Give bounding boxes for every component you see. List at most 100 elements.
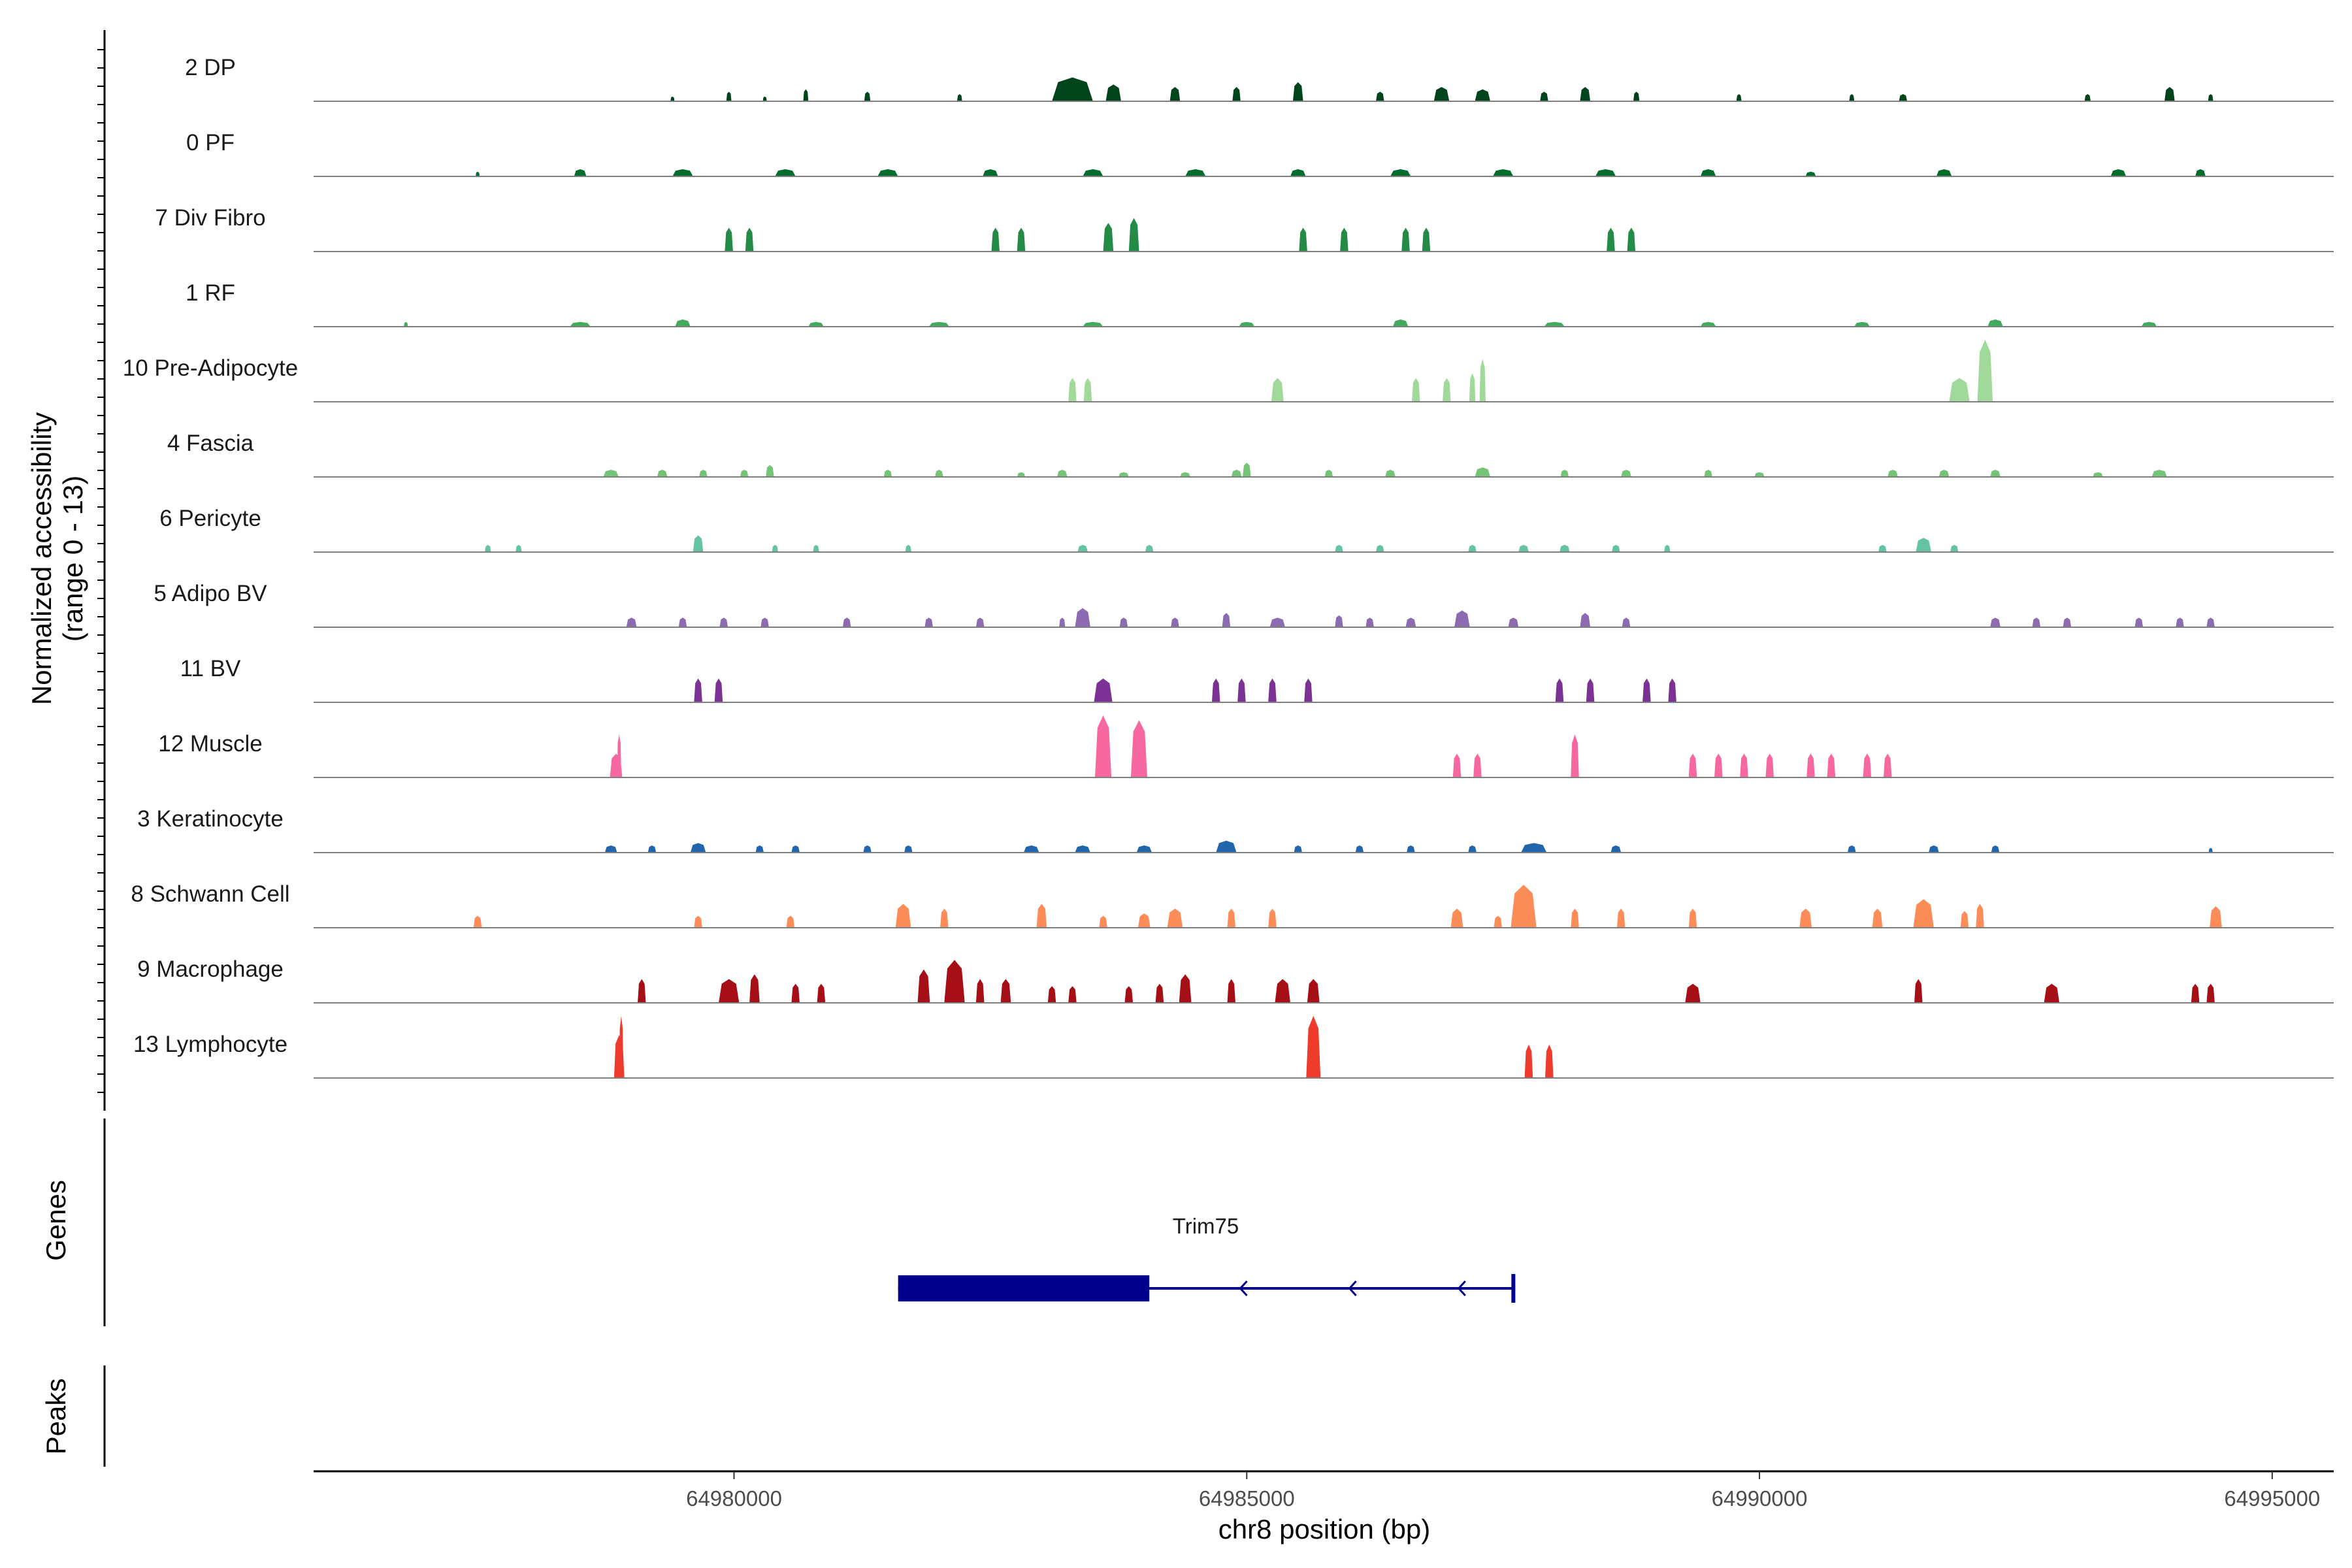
coverage-peak	[1806, 753, 1815, 777]
coverage-peak	[762, 96, 767, 101]
track-label: 3 Keratinocyte	[137, 806, 284, 832]
y-axis-title-line2: (range 0 - 13)	[57, 476, 88, 642]
coverage-peak	[1180, 472, 1190, 477]
coverage-peak	[1036, 904, 1047, 928]
coverage-peak	[675, 319, 691, 327]
coverage-peak	[791, 983, 800, 1003]
coverage-peak	[1571, 734, 1579, 777]
coverage-peak	[1422, 227, 1431, 252]
coverage-peak	[1407, 845, 1415, 853]
track-3: 7 Div Fibro	[155, 205, 2334, 252]
coverage-peak	[877, 169, 898, 176]
coverage-peak	[956, 94, 962, 101]
track-label: 7 Div Fibro	[155, 205, 265, 231]
coverage-peak	[975, 979, 985, 1003]
coverage-peak	[1268, 908, 1277, 928]
coverage-peak	[1124, 986, 1134, 1003]
coverage-peak	[1848, 845, 1856, 853]
coverage-peak	[1518, 545, 1529, 552]
coverage-peak	[1949, 378, 1970, 402]
coverage-peak	[1454, 610, 1470, 627]
coverage-peak	[1137, 913, 1151, 928]
coverage-peak	[570, 321, 591, 327]
track-14: 13 Lymphocyte	[133, 1016, 2334, 1079]
track-6: 4 Fascia	[167, 431, 2334, 478]
coverage-peak	[2195, 169, 2206, 176]
coverage-peak	[1023, 845, 1039, 853]
coverage-peak	[1827, 753, 1836, 777]
coverage-peak	[1068, 986, 1077, 1003]
genes-panel: Genes Trim75	[41, 1119, 1516, 1326]
coverage-peak	[1231, 470, 1242, 477]
coverage-peak	[1936, 169, 1952, 176]
coverage-peak	[2164, 87, 2175, 101]
coverage-peak	[745, 227, 754, 252]
track-label: 9 Macrophage	[137, 956, 284, 982]
tracks-layer: 2 DP 0 PF 7 Div Fibro 1 RF 10 Pre-Adipocyte 4…	[123, 55, 2334, 1079]
coverage-peak	[1736, 94, 1742, 101]
coverage-peak	[1099, 915, 1107, 928]
coverage-peak	[1622, 617, 1631, 627]
coverage-peak	[1376, 91, 1384, 101]
coverage-peak	[694, 678, 702, 702]
coverage-peak	[1607, 227, 1615, 252]
track-12: 8 Schwann Cell	[131, 881, 2334, 928]
coverage-peak	[1545, 1044, 1554, 1078]
coverage-peak	[1508, 617, 1519, 627]
coverage-peak	[1612, 545, 1620, 552]
track-9: 11 BV	[180, 656, 2334, 703]
coverage-peak	[808, 321, 824, 327]
coverage-peak	[1169, 87, 1181, 101]
coverage-peak	[1075, 608, 1090, 627]
coverage-peak	[1621, 470, 1631, 477]
coverage-peak	[1179, 974, 1192, 1003]
coverage-peak	[1232, 87, 1241, 101]
coverage-peak	[1167, 908, 1183, 928]
coverage-peak	[1469, 373, 1476, 402]
coverage-peak	[1052, 77, 1093, 101]
coverage-peak	[928, 321, 950, 327]
coverage-peak	[2141, 321, 2157, 327]
coverage-peak	[1938, 470, 1950, 477]
coverage-peak	[1799, 908, 1812, 928]
coverage-peak	[476, 171, 480, 176]
coverage-peak	[1227, 979, 1235, 1003]
coverage-peak	[1017, 227, 1026, 252]
coverage-peak	[1688, 753, 1697, 777]
coverage-peak	[404, 321, 408, 327]
coverage-peak	[803, 89, 809, 101]
coverage-peak	[1950, 545, 1959, 552]
coverage-peak	[1475, 467, 1491, 477]
track-label: 5 Adipo BV	[154, 581, 267, 606]
coverage-peak	[1544, 321, 1565, 327]
coverage-peak	[924, 617, 933, 627]
coverage-peak	[1960, 911, 1969, 928]
coverage-peak	[864, 91, 871, 101]
coverage-peak	[2110, 169, 2127, 176]
coverage-peak	[1068, 378, 1077, 402]
coverage-peak	[1401, 227, 1410, 252]
coverage-peak	[693, 535, 704, 552]
coverage-peak	[1642, 678, 1651, 702]
coverage-peak	[1688, 908, 1697, 928]
coverage-peak	[1571, 908, 1579, 928]
peaks-panel: Peaks	[41, 1365, 106, 1467]
coverage-peak	[1740, 753, 1748, 777]
coverage-peak	[2191, 983, 2200, 1003]
x-tick-label: 64985000	[1199, 1486, 1295, 1511]
track-label: 8 Schwann Cell	[131, 881, 289, 907]
coverage-peak	[1243, 463, 1251, 477]
coverage-peak	[904, 845, 913, 853]
coverage-peak	[690, 843, 706, 853]
coverage-peak	[1155, 983, 1164, 1003]
coverage-peak	[1540, 91, 1548, 101]
coverage-peak	[1878, 545, 1887, 552]
coverage-peak	[604, 845, 617, 853]
x-tick-label: 64990000	[1712, 1486, 1808, 1511]
coverage-peak	[1991, 845, 2000, 853]
track-label: 0 PF	[186, 130, 235, 155]
x-tick-label: 64980000	[686, 1486, 782, 1511]
coverage-peak	[1355, 845, 1364, 853]
coverage-peak	[1521, 843, 1547, 853]
